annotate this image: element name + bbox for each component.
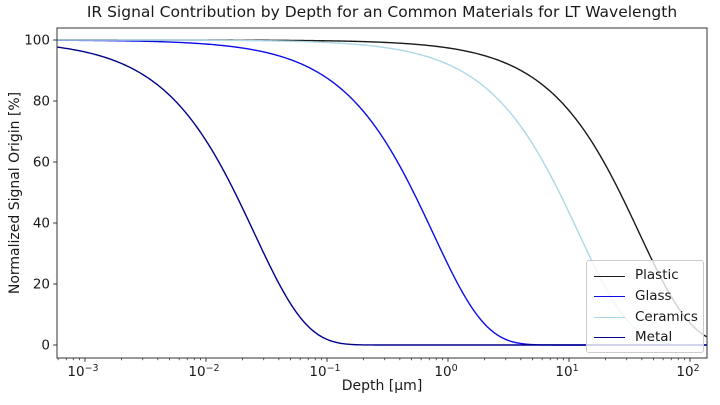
- y-tick-label: 60: [33, 155, 50, 171]
- y-tick-label: 80: [33, 94, 50, 110]
- legend-label-plastic: Plastic: [635, 267, 679, 284]
- y-axis-ticks: 0 20 40 60 80 100: [24, 33, 57, 354]
- x-tick-label: 10−2: [188, 363, 219, 380]
- x-tick-label: 101: [555, 363, 578, 380]
- legend-line-sample-glass: [594, 296, 625, 298]
- legend-label-ceramics: Ceramics: [635, 308, 698, 325]
- y-tick-label: 100: [24, 33, 50, 49]
- legend-line-sample-metal: [594, 337, 625, 339]
- y-tick-label: 0: [41, 338, 50, 354]
- legend-label-glass: Glass: [635, 287, 672, 304]
- legend-item-plastic: Plastic: [594, 266, 696, 286]
- legend-label-metal: Metal: [635, 329, 673, 346]
- legend-line-sample-plastic: [594, 275, 625, 277]
- x-tick-label: 10−3: [67, 363, 98, 380]
- chart-title: IR Signal Contribution by Depth for an C…: [86, 3, 678, 21]
- legend-line-sample-ceramics: [594, 316, 625, 318]
- y-tick-label: 40: [33, 216, 50, 232]
- axes-spines: [56, 27, 708, 359]
- x-tick-label: 10−1: [309, 363, 340, 380]
- legend-item-metal: Metal: [594, 328, 696, 348]
- x-axis-label: Depth [µm]: [341, 378, 423, 394]
- x-tick-label: 100: [434, 363, 457, 380]
- y-tick-label: 20: [33, 277, 50, 293]
- legend-item-glass: Glass: [594, 287, 696, 307]
- x-axis-minor-ticks: [57, 358, 685, 361]
- x-axis-ticks: 10−3 10−2 10−1 100 101 102: [67, 358, 700, 380]
- x-tick-label: 102: [676, 363, 699, 380]
- legend-item-ceramics: Ceramics: [594, 307, 698, 327]
- legend: Plastic Glass Ceramics Metal: [586, 260, 704, 353]
